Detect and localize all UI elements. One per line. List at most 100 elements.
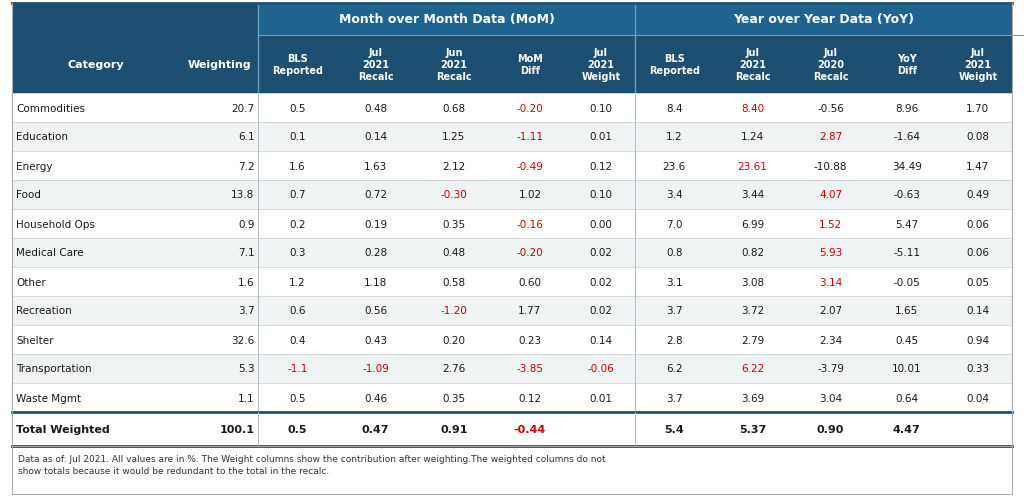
- Text: -0.30: -0.30: [440, 190, 467, 200]
- Text: Commodities: Commodities: [16, 103, 85, 113]
- Text: 0.00: 0.00: [590, 219, 612, 229]
- Text: 0.7: 0.7: [290, 190, 306, 200]
- Text: Jul
2021
Recalc: Jul 2021 Recalc: [734, 48, 770, 82]
- Text: -1.20: -1.20: [440, 306, 467, 316]
- Text: 0.06: 0.06: [967, 219, 989, 229]
- Text: 0.68: 0.68: [442, 103, 466, 113]
- Text: 5.47: 5.47: [895, 219, 919, 229]
- Text: 0.94: 0.94: [967, 335, 989, 345]
- Text: -10.88: -10.88: [814, 161, 848, 171]
- Text: -0.20: -0.20: [516, 248, 544, 258]
- Text: -5.11: -5.11: [893, 248, 921, 258]
- Bar: [415, 36, 493, 94]
- Bar: [12, 325, 1012, 354]
- Text: 6.22: 6.22: [741, 364, 764, 374]
- Text: 2.12: 2.12: [442, 161, 466, 171]
- Text: 2.07: 2.07: [819, 306, 842, 316]
- Text: 6.2: 6.2: [666, 364, 683, 374]
- Text: 5.37: 5.37: [739, 424, 766, 434]
- Text: 3.72: 3.72: [741, 306, 764, 316]
- Text: 0.01: 0.01: [590, 132, 612, 142]
- Text: 10.01: 10.01: [892, 364, 922, 374]
- Text: 0.08: 0.08: [967, 132, 989, 142]
- Text: -1.64: -1.64: [893, 132, 921, 142]
- Text: 0.45: 0.45: [895, 335, 919, 345]
- Bar: [12, 181, 1012, 209]
- Bar: [258, 4, 635, 36]
- Text: -0.56: -0.56: [817, 103, 844, 113]
- Text: Household Ops: Household Ops: [16, 219, 95, 229]
- Text: Shelter: Shelter: [16, 335, 53, 345]
- Text: 0.4: 0.4: [290, 335, 306, 345]
- Text: 23.6: 23.6: [663, 161, 686, 171]
- Text: 8.40: 8.40: [741, 103, 764, 113]
- Text: -1.11: -1.11: [516, 132, 544, 142]
- Text: Jun
2021
Recalc: Jun 2021 Recalc: [436, 48, 472, 82]
- Text: 0.14: 0.14: [967, 306, 989, 316]
- Text: 1.6: 1.6: [289, 161, 306, 171]
- Text: 1.24: 1.24: [741, 132, 764, 142]
- Bar: [943, 36, 1012, 94]
- Text: 2.76: 2.76: [442, 364, 466, 374]
- Text: 0.2: 0.2: [290, 219, 306, 229]
- Text: 0.8: 0.8: [666, 248, 683, 258]
- Text: 1.52: 1.52: [819, 219, 843, 229]
- Text: Jul
2021
Weight: Jul 2021 Weight: [958, 48, 997, 82]
- Text: Data as of: Jul 2021. All values are in %. The Weight columns show the contribut: Data as of: Jul 2021. All values are in …: [18, 454, 605, 475]
- Bar: [869, 36, 943, 94]
- Text: 0.58: 0.58: [442, 277, 466, 287]
- Text: 0.20: 0.20: [442, 335, 466, 345]
- Text: 1.2: 1.2: [289, 277, 306, 287]
- Text: YoY
Diff: YoY Diff: [897, 54, 916, 76]
- Text: -0.63: -0.63: [893, 190, 921, 200]
- Text: 13.8: 13.8: [231, 190, 255, 200]
- Bar: [493, 36, 567, 94]
- Text: 2.34: 2.34: [819, 335, 843, 345]
- Text: 4.47: 4.47: [893, 424, 921, 434]
- Text: 0.04: 0.04: [967, 393, 989, 403]
- Text: 0.56: 0.56: [365, 306, 387, 316]
- Text: Medical Care: Medical Care: [16, 248, 84, 258]
- Text: Recreation: Recreation: [16, 306, 72, 316]
- Bar: [12, 152, 1012, 181]
- Bar: [12, 94, 1012, 123]
- Text: 3.08: 3.08: [741, 277, 764, 287]
- Text: 0.1: 0.1: [290, 132, 306, 142]
- Text: 0.5: 0.5: [288, 424, 307, 434]
- Bar: [567, 36, 635, 94]
- Text: 0.12: 0.12: [590, 161, 612, 171]
- Bar: [635, 36, 714, 94]
- Text: 0.5: 0.5: [290, 393, 306, 403]
- Text: 7.0: 7.0: [666, 219, 683, 229]
- Text: 5.3: 5.3: [238, 364, 255, 374]
- Text: 0.48: 0.48: [442, 248, 466, 258]
- Text: 32.6: 32.6: [231, 335, 255, 345]
- Text: Transportation: Transportation: [16, 364, 91, 374]
- Text: 0.19: 0.19: [365, 219, 387, 229]
- Text: 1.47: 1.47: [967, 161, 989, 171]
- Text: Total Weighted: Total Weighted: [16, 424, 110, 434]
- Text: 7.2: 7.2: [238, 161, 255, 171]
- Text: 0.46: 0.46: [365, 393, 387, 403]
- Bar: [12, 268, 1012, 297]
- Bar: [12, 4, 258, 94]
- Text: 0.82: 0.82: [741, 248, 764, 258]
- Text: 5.4: 5.4: [665, 424, 684, 434]
- Text: 1.65: 1.65: [895, 306, 919, 316]
- Text: 4.07: 4.07: [819, 190, 842, 200]
- Bar: [12, 238, 1012, 268]
- Text: Weighting: Weighting: [187, 60, 251, 70]
- Text: -3.85: -3.85: [516, 364, 544, 374]
- Text: 0.72: 0.72: [365, 190, 387, 200]
- Text: 0.10: 0.10: [590, 103, 612, 113]
- Text: 0.49: 0.49: [967, 190, 989, 200]
- Text: 2.87: 2.87: [819, 132, 843, 142]
- Text: 8.96: 8.96: [895, 103, 919, 113]
- Text: 2.8: 2.8: [666, 335, 683, 345]
- Text: MoM
Diff: MoM Diff: [517, 54, 543, 76]
- Text: 100.1: 100.1: [219, 424, 255, 434]
- Text: 23.61: 23.61: [737, 161, 767, 171]
- Bar: [714, 36, 792, 94]
- Text: 0.01: 0.01: [590, 393, 612, 403]
- Text: 0.02: 0.02: [590, 248, 612, 258]
